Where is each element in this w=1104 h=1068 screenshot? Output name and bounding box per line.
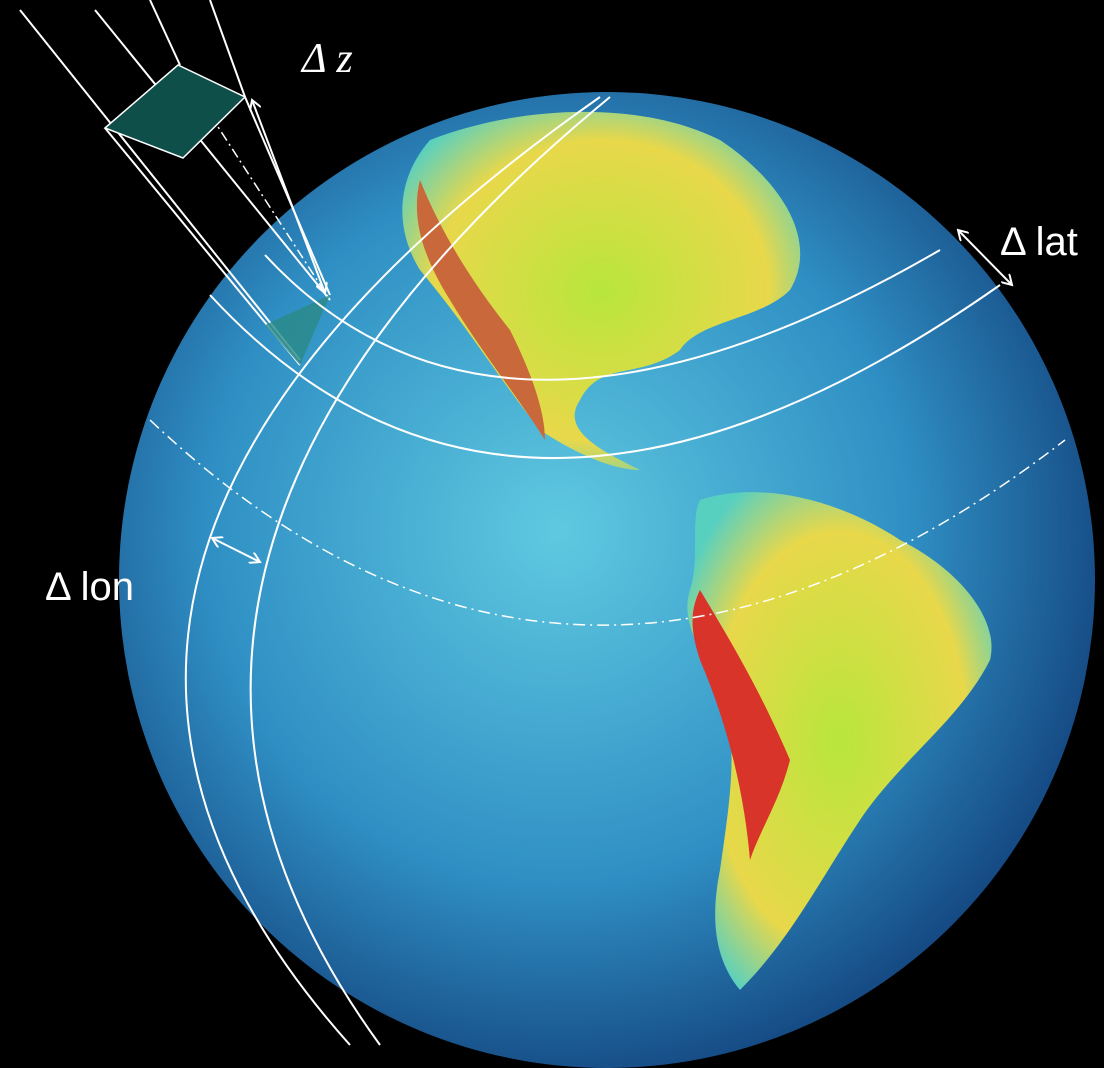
column-line [149,0,181,66]
delta-lat-label: Δ lat [1000,220,1078,264]
latitude-line [264,249,941,381]
equator [149,419,1066,626]
delta-lon-label: Δ lon [45,565,134,609]
column-line [19,9,301,361]
grid-box [103,64,247,159]
delta-z-label: Δ z [300,36,353,82]
dlon-arrow [212,538,260,562]
dlat-arrow [958,230,1012,285]
north-america [402,111,801,471]
latitude-line [209,284,1001,459]
south-america [687,492,992,990]
column-line [209,0,246,98]
longitude-line [249,96,611,1046]
dz-arrow [252,100,325,293]
north-america-mountains [416,180,545,440]
longitude-line [184,96,601,1046]
andes [692,590,790,860]
surface-cell [265,295,330,365]
